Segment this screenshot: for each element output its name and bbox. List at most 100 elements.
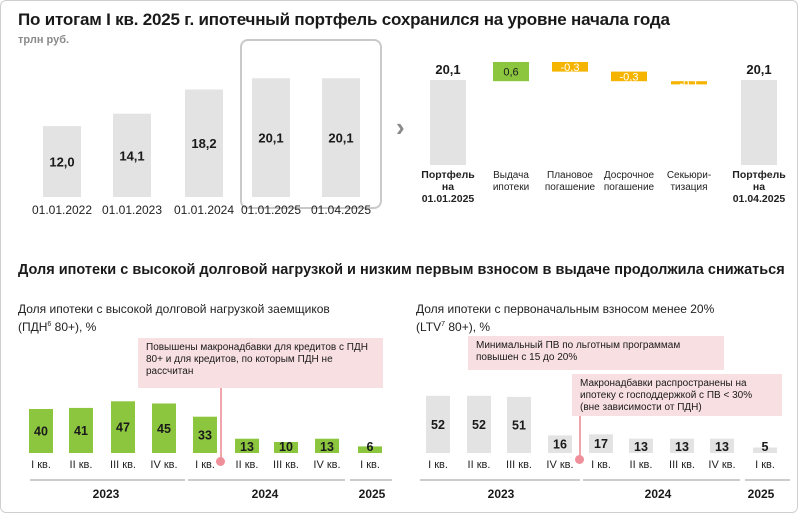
quarter-label: I кв. (360, 459, 380, 471)
ltv-annotation-note-1: Минимальный ПВ по льготным программам по… (468, 336, 724, 370)
quarter-label: III кв. (273, 459, 299, 471)
portfolio-date-label: 01.01.2024 (174, 203, 234, 215)
share-bar (315, 438, 339, 453)
year-label: 2023 (93, 487, 120, 501)
highlight-box (240, 39, 382, 209)
chevron-right-icon: › (396, 112, 405, 142)
waterfall-category-label: на (753, 181, 765, 193)
waterfall-category-label: 01.04.2025 (733, 193, 786, 205)
portfolio-bar (252, 78, 290, 197)
waterfall-category-label: Портфель (421, 169, 475, 181)
share-bar (753, 447, 777, 453)
share-bar (629, 438, 653, 453)
portfolio-value-label: 12,0 (49, 155, 74, 170)
waterfall-value-label: -0,3 (620, 71, 639, 83)
pdn-annotation-line (220, 385, 222, 461)
portfolio-date-label: 01.01.2023 (102, 203, 162, 215)
share-value-label: 13 (715, 440, 729, 454)
ltv-bar-chart: 52 I кв. 52 II кв. 51 III кв. 16 IV кв. 17 I кв. 1… (420, 395, 790, 501)
waterfall-value-label: -0,1 (680, 78, 699, 90)
quarter-label: IV кв. (313, 459, 340, 471)
share-value-label: 13 (634, 440, 648, 454)
pdn-subtitle: Доля ипотеки с высокой долговой нагрузко… (18, 302, 330, 335)
quarter-label: I кв. (428, 459, 448, 471)
share-value-label: 13 (320, 440, 334, 454)
share-bar (235, 438, 259, 453)
ltv-annotation-dot (575, 455, 584, 464)
waterfall-value-label: 0,6 (503, 67, 518, 79)
waterfall-category-label: Портфель (732, 169, 786, 181)
quarter-label: II кв. (630, 459, 653, 471)
year-label: 2024 (645, 487, 672, 501)
pdn-bar-chart: 40 I кв. 41 II кв. 47 III кв. 45 IV кв. 33 I кв. 1… (29, 401, 392, 501)
share-value-label: 6 (367, 440, 374, 454)
waterfall-category-label: тизация (670, 182, 707, 193)
waterfall-category-label: ипотеки (493, 182, 529, 193)
waterfall-category-label: 01.01.2025 (422, 193, 475, 205)
waterfall-bar (671, 81, 707, 85)
waterfall-value-label: 20,1 (435, 62, 460, 77)
portfolio-bar (43, 126, 81, 197)
quarter-label: II кв. (70, 459, 93, 471)
portfolio-bar-chart: 12,0 01.01.2022 14,1 01.01.2023 18,2 01.01.20… (32, 78, 371, 215)
quarter-label: IV кв. (708, 459, 735, 471)
share-bar (670, 438, 694, 453)
share-value-label: 51 (512, 418, 526, 432)
portfolio-date-label: 01.01.2022 (32, 203, 92, 215)
waterfall-bar (430, 80, 466, 165)
quarter-label: I кв. (31, 459, 51, 471)
section2-title: Доля ипотеки с высокой долговой нагрузко… (18, 262, 785, 278)
portfolio-bar (185, 89, 223, 197)
waterfall-category-label: Досрочное (604, 170, 655, 181)
waterfall-bar (741, 80, 777, 165)
quarter-label: III кв. (110, 459, 136, 471)
share-bar (274, 442, 298, 453)
portfolio-value-label: 20,1 (328, 131, 353, 146)
waterfall-category-label: Выдача (493, 170, 529, 181)
portfolio-value-label: 18,2 (191, 136, 216, 151)
year-label: 2025 (748, 487, 775, 501)
quarter-label: II кв. (468, 459, 491, 471)
pdn-subtitle-line1: Доля ипотеки с высокой долговой нагрузко… (18, 302, 330, 316)
pdn-subtitle-line2: (ПДН6 80+), % (18, 320, 97, 334)
share-bar (589, 434, 613, 453)
ltv-subtitle-line1: Доля ипотеки с первоначальным взносом ме… (416, 302, 715, 316)
ltv-subtitle: Доля ипотеки с первоначальным взносом ме… (416, 302, 714, 335)
share-value-label: 40 (34, 425, 48, 439)
share-value-label: 52 (431, 418, 445, 432)
ltv-annotation-line (579, 395, 581, 459)
portfolio-value-label: 20,1 (258, 131, 283, 146)
waterfall-category-label: на (442, 181, 454, 193)
share-value-label: 5 (762, 440, 769, 454)
portfolio-waterfall-chart: 20,1Портфельна01.01.20250,6Выдачаипотеки… (421, 62, 786, 205)
share-bar (467, 395, 491, 453)
share-bar (29, 409, 53, 453)
share-value-label: 47 (116, 421, 130, 435)
waterfall-bar (611, 71, 647, 82)
year-label: 2024 (252, 487, 279, 501)
quarter-label: I кв. (591, 459, 611, 471)
ltv-annotation-note-2: Макронадбавки распространены на ипотеку … (572, 374, 782, 416)
quarter-label: IV кв. (546, 459, 573, 471)
share-bar (507, 396, 531, 453)
year-label: 2025 (359, 487, 386, 501)
quarter-label: III кв. (506, 459, 532, 471)
quarter-label: I кв. (755, 459, 775, 471)
waterfall-value-label: -0,3 (561, 62, 580, 74)
quarter-label: I кв. (195, 459, 215, 471)
share-bar (193, 416, 217, 453)
ltv-subtitle-line2: (LTV7 80+), % (416, 320, 491, 334)
share-value-label: 33 (198, 428, 212, 442)
quarter-label: III кв. (669, 459, 695, 471)
share-value-label: 13 (240, 440, 254, 454)
portfolio-value-label: 14,1 (119, 148, 144, 163)
share-value-label: 17 (594, 437, 608, 451)
waterfall-value-label: 20,1 (746, 62, 771, 77)
share-value-label: 13 (675, 440, 689, 454)
share-value-label: 10 (279, 440, 293, 454)
share-bar (710, 438, 734, 453)
portfolio-date-label: 01.04.2025 (311, 203, 371, 215)
quarter-label: II кв. (236, 459, 259, 471)
waterfall-category-label: погашение (545, 182, 596, 193)
share-bar (426, 395, 450, 453)
